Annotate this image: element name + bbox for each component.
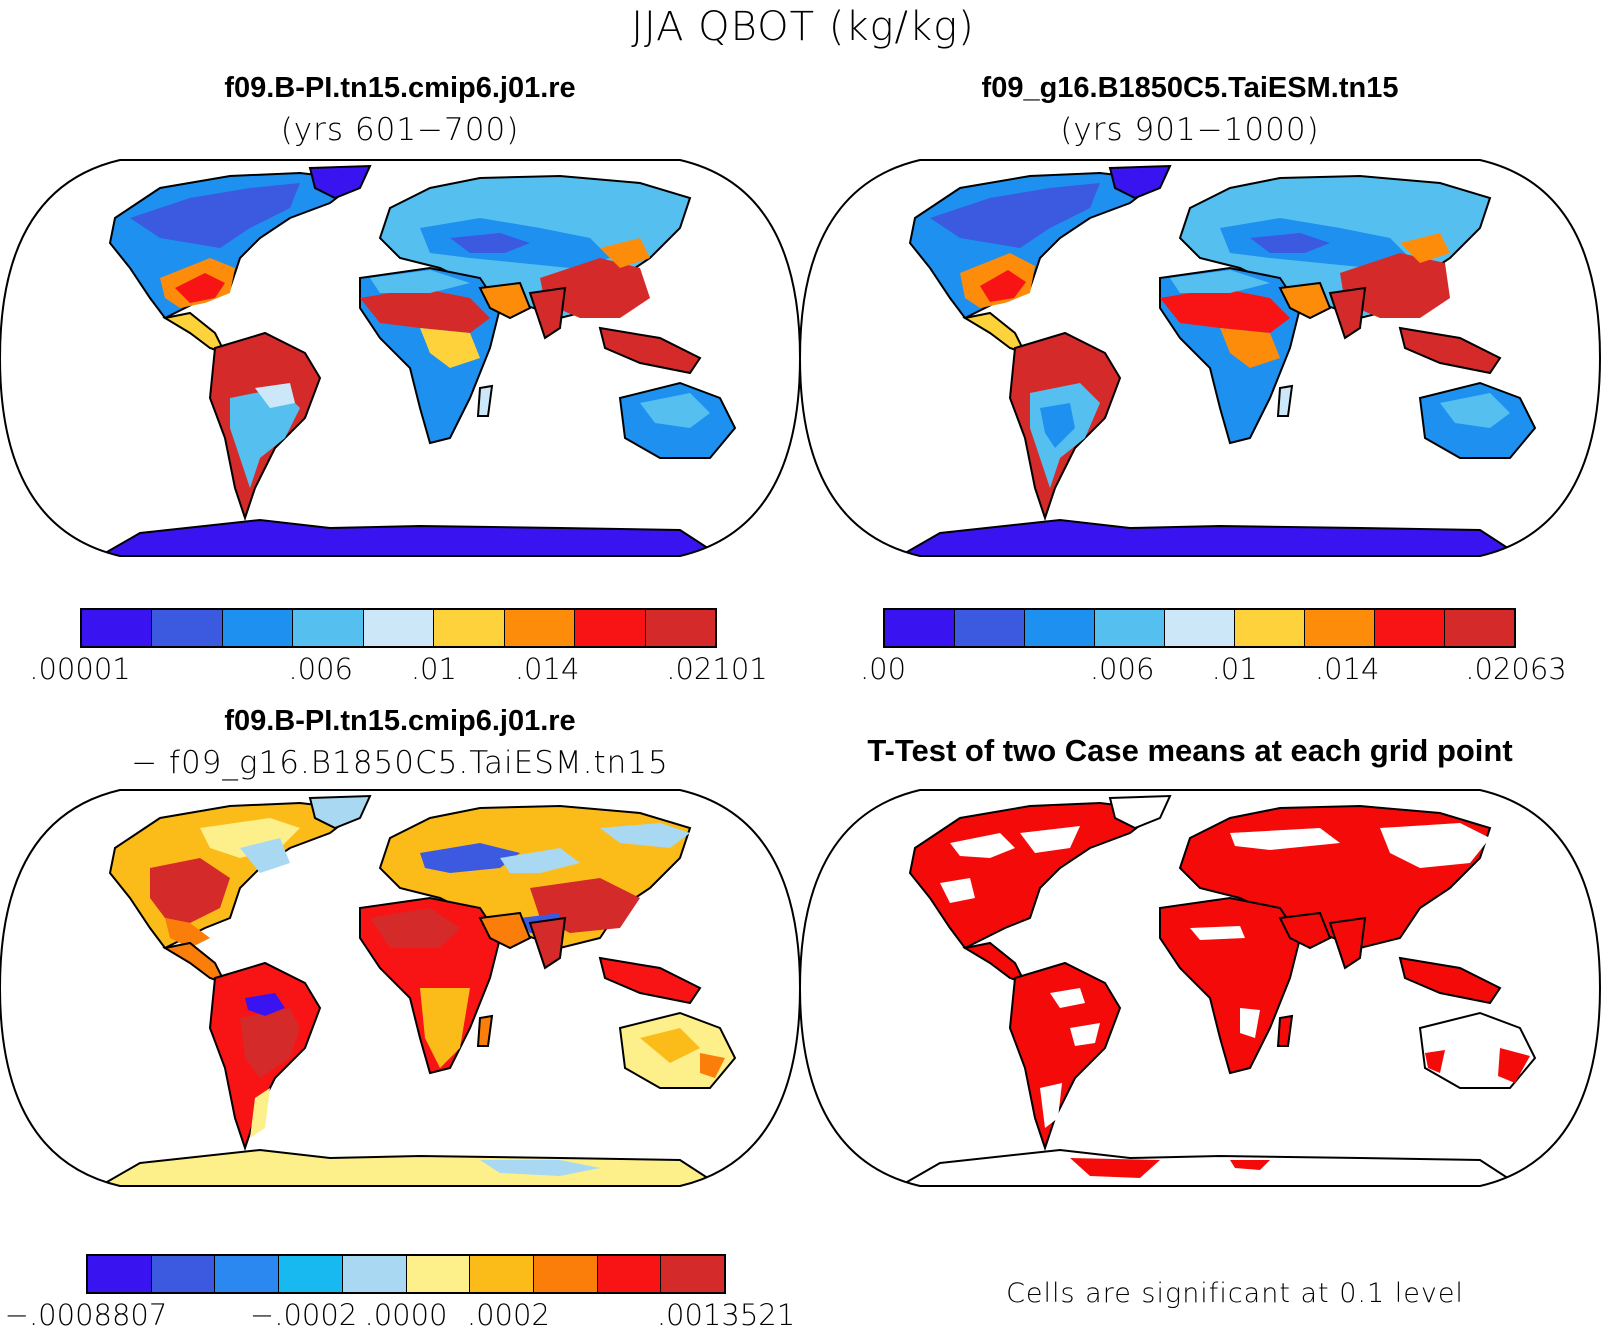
cb2-swatch-3 — [1095, 610, 1165, 646]
cb2-swatch-5 — [1235, 610, 1305, 646]
panel2-subtitle: (yrs 901−1000) — [1060, 112, 1320, 148]
map-panel3 — [0, 789, 802, 1187]
cb1-tick-label-3: .014 — [514, 652, 580, 686]
colorbar-panel2 — [883, 608, 1516, 648]
cb2-swatch-0 — [885, 610, 955, 646]
significance-note: Cells are significant at 0.1 level — [1006, 1278, 1464, 1309]
panel4-title: T-Test of two Case means at each grid po… — [867, 733, 1513, 768]
cb2-tick-label-4: .02063 — [1465, 652, 1567, 686]
colorbar-panel1 — [80, 608, 717, 648]
colorbar-panel3 — [86, 1254, 726, 1294]
cb1-swatch-0 — [82, 610, 153, 646]
cb1-swatch-4 — [363, 610, 435, 646]
cb3-swatch-3 — [279, 1256, 343, 1292]
figure-title: JJA QBOT (kg/kg) — [631, 4, 975, 50]
panel1-subtitle: (yrs 601−700) — [280, 112, 520, 148]
map-panel4 — [798, 789, 1602, 1187]
cb1-swatch-5 — [434, 610, 505, 646]
cb3-swatch-7 — [533, 1256, 598, 1292]
cb3-swatch-4 — [342, 1256, 407, 1292]
cb3-tick-label-2: .0000 — [364, 1298, 448, 1332]
cb3-tick-label-0: −.0008807 — [4, 1298, 168, 1332]
cb1-swatch-6 — [504, 610, 576, 646]
cb2-swatch-7 — [1375, 610, 1445, 646]
cb1-tick-label-2: .01 — [410, 652, 457, 686]
map-panel1 — [0, 159, 802, 557]
cb3-swatch-2 — [215, 1256, 280, 1292]
cb1-tick-label-1: .006 — [288, 652, 353, 686]
cb3-swatch-5 — [406, 1256, 471, 1292]
cb3-tick-label-3: .0002 — [466, 1298, 550, 1332]
cb2-tick-label-0: .00 — [859, 652, 907, 686]
cb1-swatch-7 — [575, 610, 646, 646]
antarctica — [96, 518, 724, 556]
cb2-tick-label-1: .006 — [1089, 652, 1155, 686]
map-panel2 — [798, 159, 1602, 557]
cb1-swatch-1 — [152, 610, 223, 646]
panel3-subtitle: − f09_g16.B1850C5.TaiESM.tn15 — [131, 745, 669, 781]
cb3-swatch-9 — [661, 1256, 725, 1292]
cb2-swatch-2 — [1025, 610, 1095, 646]
cb1-tick-label-0: .00001 — [29, 652, 131, 686]
panel2-title: f09_g16.B1850C5.TaiESM.tn15 — [981, 72, 1399, 104]
cb2-swatch-4 — [1165, 610, 1235, 646]
cb1-tick-label-4: .02101 — [666, 652, 768, 686]
cb3-tick-label-1: −.0002 — [249, 1298, 358, 1332]
panel3-title: f09.B-PI.tn15.cmip6.j01.re — [224, 705, 576, 737]
cb3-swatch-8 — [597, 1256, 662, 1292]
greenland — [308, 164, 372, 200]
cb2-tick-label-3: .014 — [1314, 652, 1380, 686]
cb3-tick-label-4: .0013521 — [656, 1298, 796, 1332]
panel1-title: f09.B-PI.tn15.cmip6.j01.re — [224, 72, 576, 104]
cb2-swatch-6 — [1305, 610, 1375, 646]
cb3-swatch-1 — [151, 1256, 216, 1292]
cb2-swatch-1 — [955, 610, 1025, 646]
cb2-swatch-8 — [1445, 610, 1514, 646]
cb2-tick-label-2: .01 — [1211, 652, 1258, 686]
cb3-swatch-6 — [470, 1256, 534, 1292]
cb1-swatch-8 — [645, 610, 715, 646]
cb1-swatch-3 — [293, 610, 364, 646]
cb1-swatch-2 — [222, 610, 294, 646]
cb3-swatch-0 — [88, 1256, 152, 1292]
